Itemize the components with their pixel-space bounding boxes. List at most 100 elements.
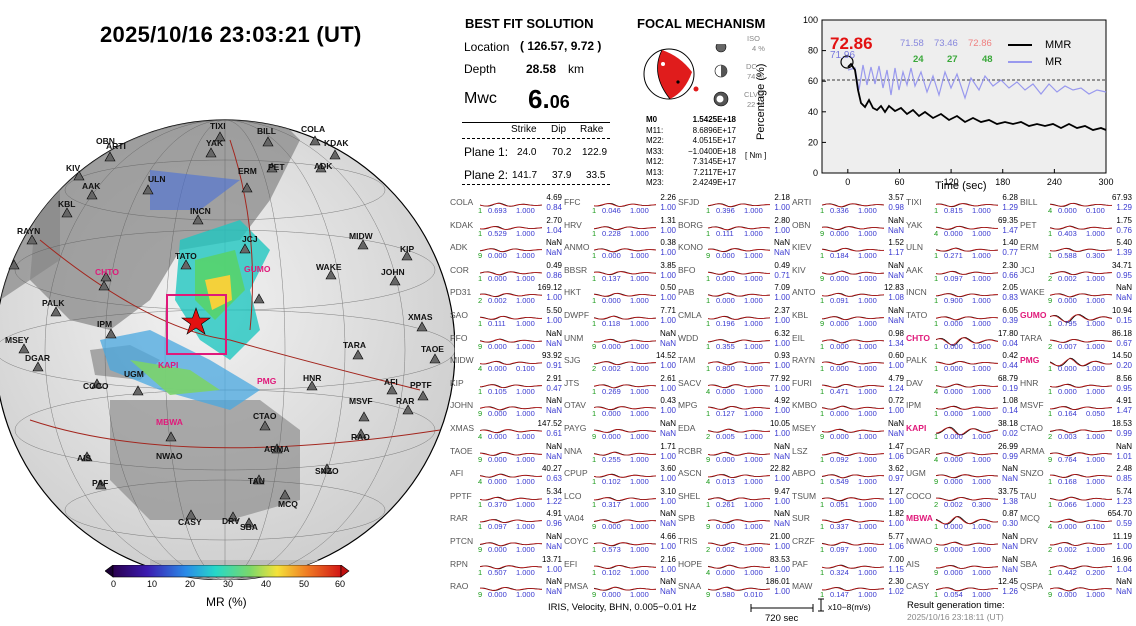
- station-factor: 1.000: [858, 499, 877, 509]
- tensor-m11: M11: 8.6896E+17: [646, 125, 736, 135]
- station-value-right: 1.00: [888, 361, 904, 371]
- station-weight: 1: [478, 499, 483, 509]
- station-misfit: 0.255: [602, 454, 621, 464]
- station-value-right: 1.00: [774, 338, 790, 348]
- svg-text:MSEY: MSEY: [5, 335, 29, 345]
- station-factor: 1.000: [858, 251, 877, 261]
- station-weight: 1: [478, 522, 483, 532]
- station-factor: 0.300: [972, 499, 991, 509]
- station-factor: 1.000: [858, 567, 877, 577]
- station-factor: 1.000: [630, 409, 649, 419]
- station-value-right: NaN: [545, 542, 562, 551]
- station-panel: COLA 4.69 0.84 1 0.693 1.000: [450, 193, 564, 217]
- station-weight: 9: [820, 228, 825, 238]
- station-misfit: 0.007: [1058, 341, 1077, 351]
- svg-text:SNZO: SNZO: [315, 466, 339, 476]
- station-weight: 1: [706, 341, 711, 351]
- depth-label: Depth: [464, 62, 497, 76]
- waveform-trace: [594, 270, 656, 275]
- y-tick-label: 100: [803, 15, 818, 25]
- svg-text:PMG: PMG: [257, 376, 277, 386]
- station-value-right: 1.00: [774, 316, 790, 325]
- station-value-right: 0.71: [774, 270, 790, 280]
- station-misfit: 0.054: [944, 590, 963, 600]
- tensor-unit: [ Nm ]: [745, 151, 767, 160]
- station-value-top: 147.52: [537, 419, 562, 428]
- station-value-top: 0.38: [660, 238, 676, 248]
- station-panel: DGAR 26.99 0.99 4 0.000 1.000: [906, 442, 1020, 466]
- waveform-trace: [822, 270, 884, 275]
- station-panel: PPTF 5.34 1.22 1 0.370 1.000: [450, 487, 564, 511]
- synthetic-trace: [822, 203, 884, 208]
- station-panel: LSZ 1.47 1.06 1 0.092 1.000: [792, 442, 906, 466]
- station-factor: 1.000: [630, 296, 649, 306]
- waveform-trace: [1050, 541, 1112, 546]
- station-name: DWPF: [564, 310, 590, 320]
- synthetic-trace: [708, 361, 770, 366]
- station-name: KDAK: [450, 219, 474, 230]
- station-value-right: 1.00: [660, 564, 676, 574]
- station-name: PFO: [450, 332, 468, 343]
- peak-sub: 71.96: [830, 50, 856, 61]
- station-value-right: NaN: [773, 451, 790, 461]
- station-misfit: 0.002: [944, 499, 963, 509]
- station-name: SHEL: [678, 490, 701, 501]
- station-name: TAOE: [450, 445, 473, 456]
- station-value-right: 0.66: [1002, 270, 1018, 280]
- station-value-right: 0.47: [546, 383, 562, 393]
- station-factor: 1.000: [630, 522, 649, 532]
- synthetic-trace: [594, 270, 656, 275]
- station-panel: AAK 2.30 0.66 1 0.097 1.000: [906, 261, 1020, 285]
- station-value-right: 1.00: [774, 203, 790, 212]
- station-name: CHTO: [906, 332, 930, 343]
- chart-ticks: 0 60 120 180 240 300 0 20 40 60 80 100: [803, 15, 1114, 187]
- station-weight: 1: [706, 296, 711, 306]
- waveform-trace: [936, 203, 998, 208]
- station-value-top: 6.28: [1002, 193, 1018, 202]
- station-factor: 1.000: [744, 522, 763, 532]
- station-weight: 1: [1048, 386, 1053, 396]
- station-weight: 1: [820, 251, 825, 261]
- colorbar-ticks: 0 10 20 30 40 50 60: [105, 579, 355, 591]
- svg-text:GUMO: GUMO: [244, 264, 271, 274]
- synthetic-trace: [594, 519, 656, 524]
- station-name: ASCN: [678, 468, 702, 479]
- synthetic-trace: [1050, 293, 1112, 298]
- station-misfit: 0.184: [830, 251, 849, 261]
- station-misfit: 0.000: [944, 341, 963, 351]
- col-strike: Strike: [511, 124, 537, 135]
- waveform-trace: [936, 361, 998, 366]
- legend-mr: MR: [1045, 56, 1063, 68]
- station-factor: 1.000: [858, 319, 877, 328]
- station-factor: 1.000: [516, 206, 535, 215]
- station-value-top: 33.75: [997, 486, 1018, 496]
- station-factor: 1.000: [1086, 477, 1105, 487]
- depth-value: 28.58: [526, 62, 557, 76]
- colorbar-label: MR (%): [206, 595, 247, 609]
- station-misfit: 0.097: [830, 545, 849, 554]
- peak-value: 72.86: [830, 34, 873, 53]
- station-value-right: 0.77: [1002, 248, 1018, 258]
- best-fit-title: BEST FIT SOLUTION: [465, 16, 594, 31]
- synthetic-trace: [936, 336, 998, 345]
- station-weight: 9: [706, 522, 711, 532]
- station-value-top: NaN: [1001, 554, 1018, 564]
- station-name: RAYN: [792, 355, 815, 366]
- station-value-top: 5.34: [546, 486, 562, 496]
- station-weight: 9: [706, 251, 711, 261]
- station-factor: 1.000: [972, 477, 991, 487]
- station-panel: CMLA 2.37 1.00 1 0.196 1.000: [678, 306, 792, 330]
- station-name: AAK: [906, 264, 924, 275]
- station-factor: 1.000: [516, 499, 535, 509]
- station-factor: 1.000: [858, 590, 877, 600]
- station-value-top: 21.00: [769, 532, 790, 541]
- svg-text:CASY: CASY: [178, 517, 202, 527]
- station-value-top: 4.91: [1116, 396, 1132, 406]
- svg-text:KBL: KBL: [58, 199, 75, 209]
- x-tick-label: 240: [1047, 177, 1062, 187]
- filter-info: IRIS, Velocity, BHN, 0.005−0.01 Hz: [548, 602, 697, 613]
- waveform-trace: [1050, 587, 1112, 592]
- beachball-icon: [643, 48, 695, 100]
- station-value-right: NaN: [659, 587, 676, 597]
- station-value-right: NaN: [659, 338, 676, 348]
